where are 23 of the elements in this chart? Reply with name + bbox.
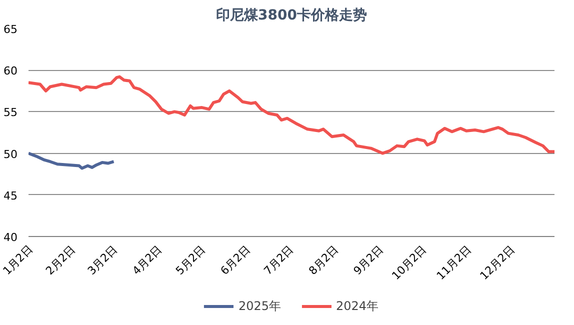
x-tick-label: 10月2日 (389, 242, 430, 282)
x-tick-label: 3月2日 (85, 242, 120, 278)
line-series (28, 75, 554, 155)
x-tick-label: 1月2日 (0, 242, 36, 278)
line-series (28, 152, 116, 170)
y-tick-label: 40 (4, 231, 18, 244)
y-tick-label: 45 (4, 189, 18, 202)
x-tick-label: 12月2日 (478, 242, 518, 282)
x-tick-label: 7月2日 (261, 242, 296, 278)
y-tick-label: 55 (4, 106, 18, 120)
x-tick-label: 4月2日 (130, 242, 165, 278)
x-tick-label: 9月2日 (351, 242, 386, 278)
y-tick-label: 50 (4, 148, 18, 161)
y-tick-label: 65 (4, 23, 18, 36)
x-tick-label: 8月2日 (306, 242, 341, 278)
legend-label: 2025年 (238, 298, 281, 314)
x-tick-label: 11月2日 (434, 242, 474, 282)
legend-label: 2024年 (336, 298, 379, 314)
chart-title: 印尼煤3800卡价格走势 (216, 8, 367, 24)
x-tick-label: 5月2日 (173, 242, 208, 278)
y-tick-label: 60 (4, 64, 18, 78)
x-tick-label: 6月2日 (218, 242, 253, 278)
x-tick-label: 2月2日 (43, 242, 78, 278)
